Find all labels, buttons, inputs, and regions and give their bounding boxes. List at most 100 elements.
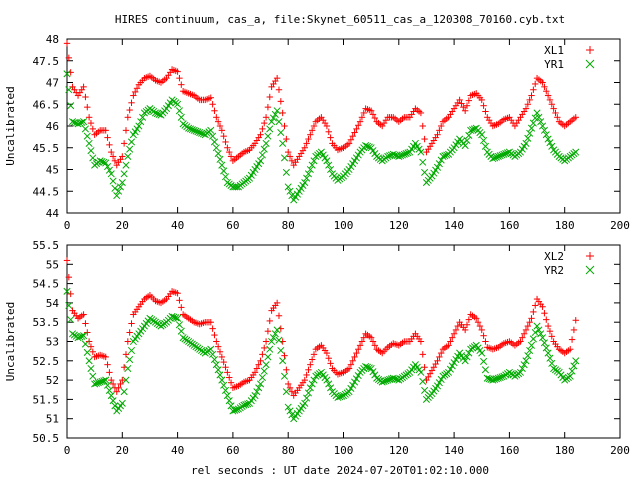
data-point bbox=[106, 141, 113, 149]
data-point bbox=[546, 139, 554, 147]
chart-title: HIRES continuum, cas_a, file:Skynet_6051… bbox=[115, 13, 565, 26]
data-point bbox=[174, 68, 181, 75]
data-point bbox=[539, 334, 547, 342]
data-point bbox=[262, 139, 270, 147]
data-point bbox=[87, 147, 95, 155]
data-point bbox=[301, 178, 309, 187]
data-point bbox=[288, 192, 296, 200]
data-point bbox=[172, 314, 180, 322]
x-tick-label: 20 bbox=[116, 219, 129, 232]
data-point bbox=[214, 118, 222, 125]
data-point bbox=[480, 357, 488, 365]
y-tick-label: 45.5 bbox=[33, 142, 60, 155]
data-point bbox=[222, 138, 229, 146]
x-tick-label: 180 bbox=[555, 444, 575, 457]
y-tick-label: 55 bbox=[46, 258, 59, 271]
data-point bbox=[308, 127, 316, 134]
data-point bbox=[358, 338, 366, 345]
data-point bbox=[89, 154, 97, 162]
x-tick-label: 0 bbox=[64, 444, 71, 457]
data-point bbox=[89, 372, 97, 380]
data-point bbox=[259, 351, 266, 358]
data-point bbox=[175, 107, 183, 115]
data-point bbox=[572, 148, 580, 156]
data-point bbox=[428, 367, 436, 374]
data-point bbox=[117, 380, 124, 388]
data-point bbox=[275, 336, 283, 344]
data-point bbox=[371, 342, 379, 349]
data-point bbox=[325, 355, 332, 362]
data-point bbox=[286, 384, 294, 392]
data-point bbox=[369, 111, 377, 118]
data-point bbox=[96, 157, 104, 165]
data-point bbox=[118, 399, 126, 407]
data-point bbox=[452, 355, 460, 364]
data-point bbox=[532, 80, 539, 88]
data-point bbox=[425, 373, 432, 381]
data-point bbox=[327, 165, 335, 174]
data-point bbox=[177, 113, 185, 121]
data-point bbox=[275, 86, 283, 93]
data-point bbox=[389, 150, 397, 158]
data-point bbox=[104, 361, 111, 368]
legend-label: XL2 bbox=[544, 250, 564, 263]
data-point bbox=[83, 348, 91, 356]
data-point bbox=[496, 152, 504, 160]
data-point bbox=[122, 376, 130, 384]
data-point bbox=[478, 326, 485, 334]
data-point bbox=[65, 273, 73, 281]
data-point bbox=[186, 125, 195, 133]
data-point bbox=[433, 382, 442, 390]
data-point bbox=[448, 362, 456, 370]
data-point bbox=[100, 377, 108, 385]
data-point bbox=[80, 311, 87, 318]
data-point bbox=[266, 125, 274, 133]
data-point bbox=[518, 364, 526, 373]
data-point bbox=[119, 153, 126, 160]
bottom-panel: 50.5 51 51.5 52 52.5 53 53.5 54 54.5 55 55.5 0 20 40 6… bbox=[4, 239, 630, 457]
data-point bbox=[196, 128, 204, 137]
data-point bbox=[283, 135, 290, 143]
data-point bbox=[327, 360, 334, 367]
data-point bbox=[275, 312, 283, 319]
data-point bbox=[266, 317, 273, 325]
data-point bbox=[345, 388, 353, 396]
data-point bbox=[273, 107, 281, 115]
data-point bbox=[63, 40, 71, 47]
data-point bbox=[285, 148, 292, 156]
data-point bbox=[351, 129, 358, 136]
data-point bbox=[115, 384, 122, 392]
data-point bbox=[211, 107, 218, 114]
data-point bbox=[353, 349, 360, 357]
data-point bbox=[437, 349, 445, 357]
y-tick-label: 52 bbox=[46, 374, 59, 387]
data-point bbox=[417, 148, 425, 156]
data-point bbox=[109, 153, 117, 160]
data-point bbox=[303, 371, 310, 379]
data-point bbox=[463, 102, 471, 109]
data-point bbox=[544, 349, 552, 357]
data-point bbox=[68, 118, 77, 126]
data-point bbox=[85, 139, 93, 147]
data-point bbox=[127, 138, 136, 146]
data-point bbox=[128, 99, 135, 106]
data-point bbox=[108, 376, 115, 384]
data-point bbox=[286, 187, 294, 195]
data-point bbox=[502, 149, 510, 158]
data-point bbox=[218, 161, 226, 169]
y-tick-label: 54 bbox=[46, 297, 60, 310]
data-point bbox=[275, 118, 283, 126]
data-point bbox=[435, 379, 443, 387]
data-point bbox=[255, 384, 263, 392]
data-point bbox=[308, 356, 316, 363]
data-point bbox=[528, 92, 535, 99]
data-point bbox=[87, 343, 95, 350]
data-point bbox=[185, 124, 193, 132]
top-panel: 44 44.5 45 45.5 46 46.5 47 47.5 48 0 20 40 60 80 100 12… bbox=[4, 33, 630, 232]
data-point bbox=[264, 132, 272, 140]
data-point bbox=[108, 148, 115, 156]
x-tick-label: 140 bbox=[444, 444, 464, 457]
data-point bbox=[139, 113, 147, 121]
